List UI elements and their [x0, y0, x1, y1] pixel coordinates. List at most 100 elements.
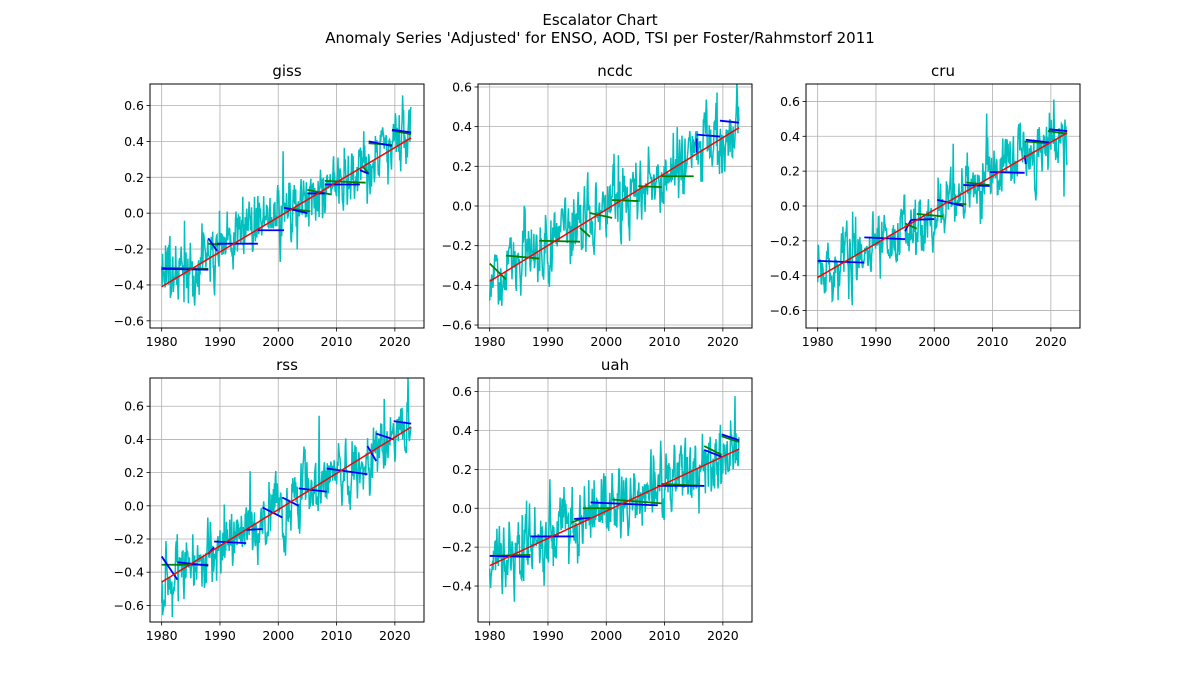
- trend-line: [161, 137, 412, 288]
- step-segment-green: [579, 227, 591, 238]
- step-segment-blue: [1049, 128, 1068, 132]
- plot-area: [160, 378, 412, 618]
- x-tick-label: 2010: [649, 334, 681, 349]
- step-segment-green: [916, 212, 944, 218]
- subplot-ncdc: ncdc 1980 1990 2000 2010 2020 −0.6 −0.4 −0.2 0.0 0…: [442, 62, 753, 349]
- x-tick-label: 1980: [474, 628, 506, 643]
- subplot-rss: rss 1980 1990 2000 2010 2020 −0.6 −0.4 −0.2 0.0 0.…: [114, 356, 425, 643]
- plot-area: [160, 95, 412, 306]
- x-tick-label: 1980: [802, 334, 834, 349]
- step-segment-blue: [214, 540, 247, 545]
- x-tick-label: 2020: [379, 334, 411, 349]
- y-tick-label: 0.4: [124, 432, 144, 447]
- step-segment-blue: [719, 119, 740, 124]
- y-tick-label: −0.2: [442, 238, 472, 253]
- y-tick-label: 0.2: [452, 462, 472, 477]
- y-tick-label: 0.2: [780, 164, 800, 179]
- trend-line: [817, 132, 1068, 279]
- subplot-grid: giss 1980 1990 2000 2010 2020 −0.6 −0.4 −0.2 0.0 0…: [114, 62, 1081, 643]
- trend-line: [489, 448, 740, 567]
- y-tick-label: −0.4: [770, 268, 800, 283]
- plot-area: [488, 84, 740, 306]
- step-segment-blue: [817, 260, 865, 264]
- y-tick-label: 0.2: [124, 170, 144, 185]
- step-segment-blue: [936, 199, 964, 207]
- y-tick-label: −0.4: [114, 277, 144, 292]
- x-tick-label: 2020: [707, 334, 739, 349]
- step-segment-blue: [1025, 138, 1050, 144]
- y-tick-label: 0.6: [124, 399, 144, 414]
- step-segment-blue: [391, 128, 412, 134]
- subplot-title: ncdc: [597, 62, 633, 80]
- y-tick-label: 0.0: [124, 206, 144, 221]
- step-segment-blue: [366, 445, 377, 462]
- step-segment-green: [539, 239, 581, 243]
- plot-area: [816, 99, 1068, 306]
- chart-subtitle: Anomaly Series 'Adjusted' for ENSO, AOD,…: [325, 29, 875, 47]
- step-segment-blue: [326, 467, 368, 476]
- step-segment-green: [505, 254, 540, 260]
- y-tick-label: 0.0: [452, 501, 472, 516]
- x-tick-label: 1990: [860, 334, 892, 349]
- step-segment-blue: [703, 449, 723, 458]
- y-tick-label: −0.2: [442, 540, 472, 555]
- plot-area: [488, 396, 740, 602]
- x-tick-label: 2010: [649, 628, 681, 643]
- y-tick-label: 0.2: [452, 159, 472, 174]
- y-tick-label: −0.6: [114, 598, 144, 613]
- y-tick-label: 0.6: [780, 94, 800, 109]
- x-tick-label: 2020: [707, 628, 739, 643]
- subplot-cru: cru 1980 1990 2000 2010 2020 −0.6 −0.4 −0.2 0.0 0.…: [770, 62, 1081, 349]
- axes-frame: [149, 83, 425, 329]
- trend-line: [161, 426, 412, 583]
- anomaly-series-line: [160, 95, 412, 306]
- y-tick-label: −0.2: [770, 233, 800, 248]
- step-segment-blue: [989, 171, 1025, 174]
- axes-frame: [805, 83, 1081, 329]
- chart-title: Escalator Chart: [542, 11, 657, 29]
- x-tick-label: 1980: [146, 628, 178, 643]
- y-tick-label: 0.4: [780, 129, 800, 144]
- y-tick-label: −0.4: [442, 278, 472, 293]
- x-tick-label: 1990: [532, 334, 564, 349]
- step-segment-blue: [161, 267, 209, 271]
- x-tick-label: 2020: [379, 628, 411, 643]
- step-segment-blue: [246, 528, 263, 531]
- y-tick-label: 0.0: [780, 199, 800, 214]
- step-segment-green: [612, 199, 639, 202]
- y-tick-label: −0.2: [114, 242, 144, 257]
- step-segment-green: [1047, 130, 1068, 135]
- step-segment-blue: [590, 501, 658, 507]
- x-tick-label: 1980: [146, 334, 178, 349]
- y-tick-label: 0.6: [452, 384, 472, 399]
- step-segment-blue: [393, 420, 412, 425]
- y-tick-label: 0.0: [124, 498, 144, 513]
- step-segment-blue: [368, 140, 393, 147]
- subplot-title: cru: [931, 62, 955, 80]
- step-segment-blue: [721, 433, 740, 442]
- trend-line: [489, 127, 740, 283]
- axes-frame: [477, 83, 753, 329]
- x-tick-label: 1990: [204, 628, 236, 643]
- step-segment-green: [1024, 140, 1049, 145]
- step-segment-green: [324, 179, 366, 184]
- step-segment-blue: [160, 555, 179, 581]
- axes-frame: [149, 377, 425, 623]
- step-segment-green: [703, 445, 723, 456]
- anomaly-series-line: [488, 396, 740, 602]
- subplot-uah: uah 1980 1990 2000 2010 2020 −0.4 −0.2 0.0 0.2 0.4…: [442, 356, 753, 643]
- step-segment-green: [638, 185, 662, 189]
- step-segment-blue: [359, 169, 369, 175]
- x-tick-label: 1980: [474, 334, 506, 349]
- x-tick-label: 2020: [1035, 334, 1067, 349]
- step-segment-green: [391, 129, 412, 136]
- step-segment-blue: [375, 432, 394, 441]
- step-segment-blue: [298, 487, 327, 493]
- step-segment-blue: [574, 517, 591, 520]
- x-tick-label: 2010: [321, 334, 353, 349]
- subplot-title: rss: [276, 356, 298, 374]
- y-tick-label: −0.2: [114, 532, 144, 547]
- y-tick-label: 0.0: [452, 199, 472, 214]
